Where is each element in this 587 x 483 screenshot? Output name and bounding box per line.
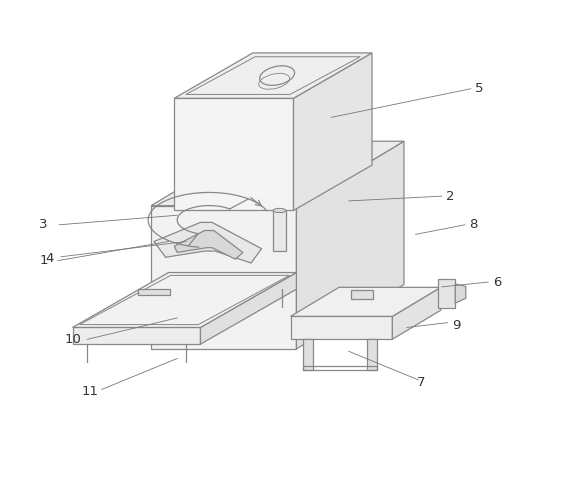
- Polygon shape: [174, 98, 294, 211]
- Polygon shape: [296, 141, 404, 349]
- Polygon shape: [303, 339, 313, 370]
- Polygon shape: [73, 327, 201, 344]
- Polygon shape: [392, 287, 441, 339]
- Polygon shape: [73, 272, 296, 327]
- Polygon shape: [174, 230, 243, 259]
- Polygon shape: [186, 57, 360, 95]
- Polygon shape: [174, 53, 372, 98]
- Polygon shape: [201, 272, 296, 344]
- Polygon shape: [154, 222, 262, 263]
- Text: 6: 6: [493, 276, 501, 288]
- Polygon shape: [291, 287, 441, 316]
- Polygon shape: [151, 206, 296, 349]
- Polygon shape: [367, 339, 377, 370]
- Polygon shape: [273, 211, 286, 251]
- Text: 7: 7: [417, 376, 426, 389]
- Polygon shape: [151, 141, 404, 206]
- Text: 11: 11: [82, 385, 99, 398]
- Polygon shape: [351, 290, 373, 299]
- Polygon shape: [138, 289, 170, 295]
- Text: 10: 10: [64, 333, 81, 346]
- Text: 2: 2: [446, 190, 455, 203]
- Polygon shape: [79, 275, 289, 325]
- Text: 9: 9: [452, 319, 460, 331]
- Text: 8: 8: [470, 218, 478, 231]
- Ellipse shape: [273, 208, 286, 213]
- Text: 1: 1: [39, 254, 48, 267]
- Text: 4: 4: [45, 252, 53, 265]
- Polygon shape: [456, 284, 465, 303]
- Text: 3: 3: [39, 218, 48, 231]
- Polygon shape: [438, 279, 456, 308]
- Polygon shape: [294, 53, 372, 211]
- Polygon shape: [291, 316, 392, 339]
- Text: 5: 5: [475, 82, 484, 95]
